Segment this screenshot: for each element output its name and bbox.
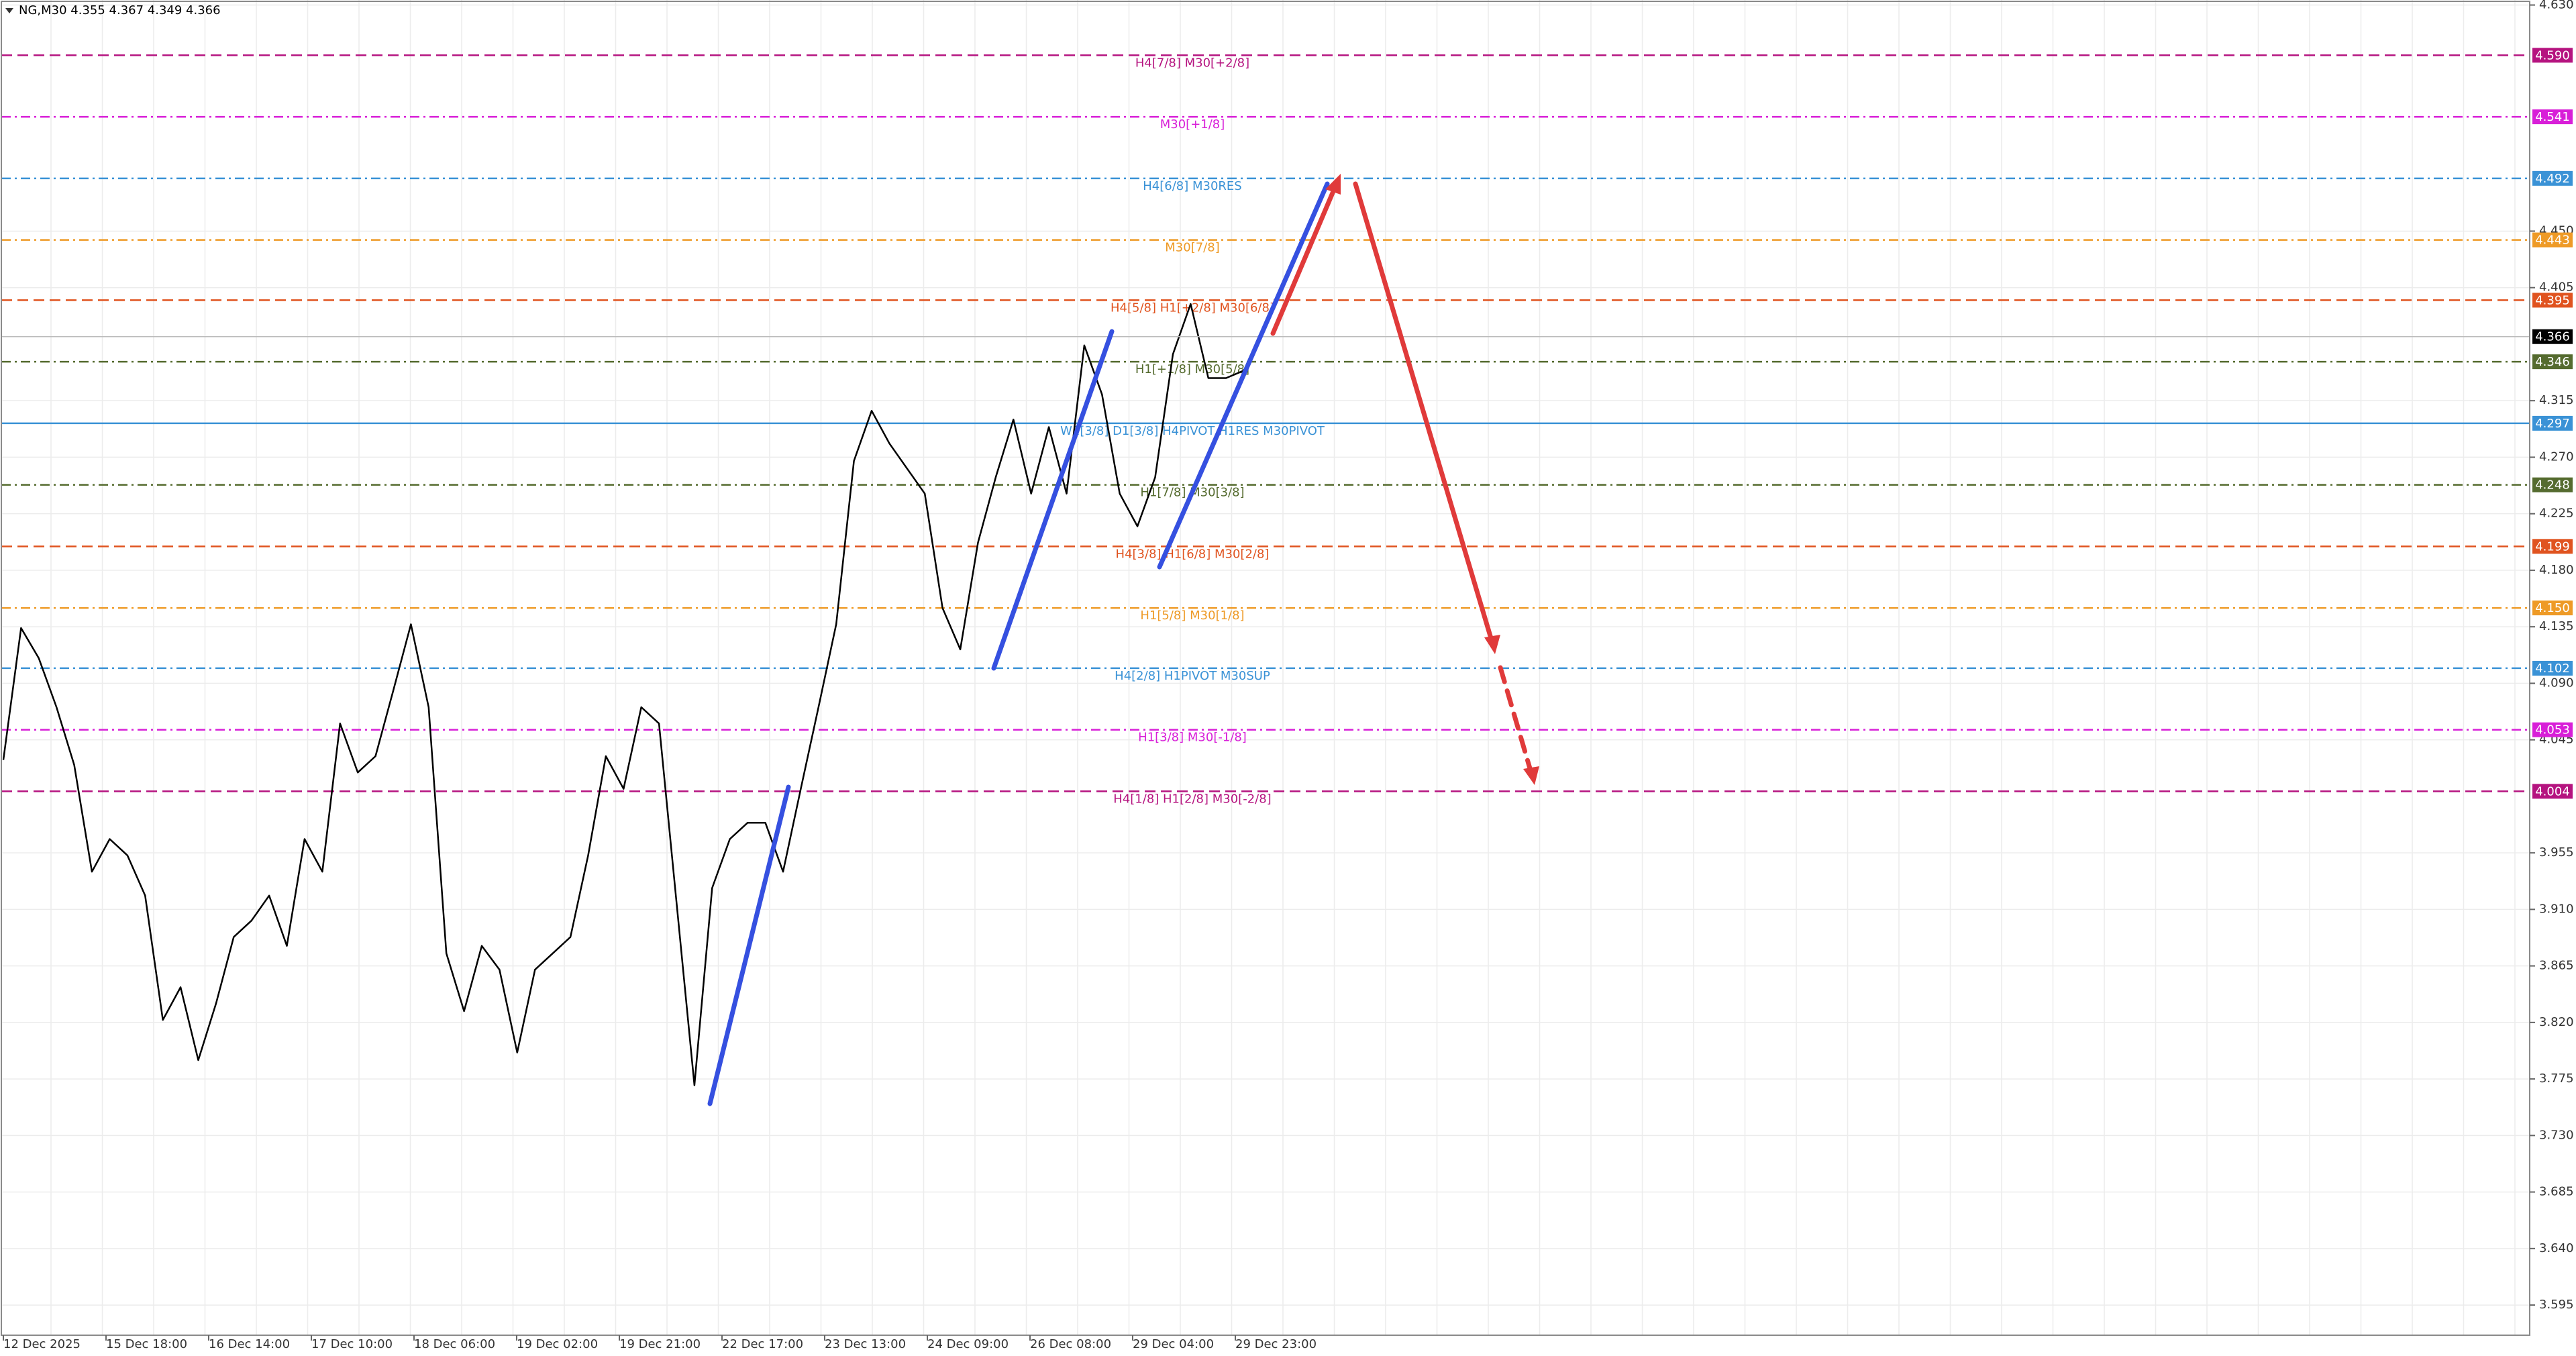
- x-tick-label: 17 Dec 10:00: [311, 1337, 393, 1351]
- y-tick-label: 3.685: [2539, 1185, 2574, 1199]
- price-tag: [2532, 477, 2573, 492]
- price-tag-label: 4.590: [2535, 48, 2570, 62]
- price-tag-label: 4.346: [2535, 355, 2570, 369]
- y-tick-label: 3.820: [2539, 1015, 2574, 1029]
- x-tick-label: 29 Dec 23:00: [1235, 1337, 1317, 1351]
- y-tick-label: 3.910: [2539, 902, 2574, 916]
- y-tick-label: 3.955: [2539, 845, 2574, 859]
- price: [1, 303, 2530, 1086]
- x-tick-label: 18 Dec 06:00: [414, 1337, 495, 1351]
- y-tick-label: 4.405: [2539, 280, 2574, 295]
- level-label: M30[7/8]: [1165, 241, 1219, 255]
- annotations: [707, 174, 1539, 1106]
- price-tag-label: 4.150: [2535, 601, 2570, 615]
- arrow-head: [1484, 635, 1500, 654]
- y-tick-label: 3.865: [2539, 959, 2574, 973]
- plot-frame: [1, 1, 2530, 1336]
- y-tick-label: 4.135: [2539, 619, 2574, 633]
- price-tag-label: 4.248: [2535, 478, 2570, 492]
- y-tick-label: 3.595: [2539, 1298, 2574, 1312]
- price-line: [2, 303, 1263, 1086]
- level-label: H4[2/8] H1PIVOT M30SUP: [1115, 669, 1270, 683]
- x-tick-label: 29 Dec 04:00: [1133, 1337, 1214, 1351]
- trend-line: [1157, 181, 1330, 570]
- level-label: H4[3/8] H1[6/8] M30[2/8]: [1116, 547, 1270, 561]
- arrow: [1498, 665, 1534, 776]
- x-tick-label: 22 Dec 17:00: [722, 1337, 803, 1351]
- x-tick-label: 15 Dec 18:00: [106, 1337, 187, 1351]
- y-tick-label: 3.640: [2539, 1241, 2574, 1255]
- level-label: H1[3/8] M30[-1/8]: [1138, 731, 1247, 745]
- current-price-tag: [2532, 329, 2573, 344]
- arrow: [1353, 181, 1495, 645]
- price-tag-label: 4.004: [2535, 784, 2570, 798]
- price-tag: [2532, 539, 2573, 554]
- y-tick-label: 4.090: [2539, 676, 2574, 690]
- price-tag-label: 4.395: [2535, 293, 2570, 307]
- y-tick-label: 4.270: [2539, 450, 2574, 464]
- price-tag: [2532, 109, 2573, 125]
- price-tag-label: 4.199: [2535, 539, 2570, 554]
- price-tag-label: 4.102: [2535, 662, 2570, 676]
- price-tag: [2532, 601, 2573, 616]
- level-label: H1[+1/8] M30[5/8]: [1135, 362, 1249, 376]
- price-tag: [2532, 293, 2573, 308]
- arrow-head: [1325, 174, 1341, 195]
- x-tick-label: 23 Dec 13:00: [825, 1337, 906, 1351]
- current-price-label: 4.366: [2535, 330, 2570, 344]
- level-label: H4[7/8] M30[+2/8]: [1135, 56, 1249, 70]
- price-tag: [2532, 784, 2573, 799]
- x-tick-label: 12 Dec 2025: [3, 1337, 81, 1351]
- y-tick-label: 3.730: [2539, 1128, 2574, 1142]
- price-tag: [2532, 722, 2573, 737]
- level-label: H4[1/8] H1[2/8] M30[-2/8]: [1113, 792, 1271, 806]
- x-tick-label: 19 Dec 02:00: [517, 1337, 598, 1351]
- trend-line: [991, 329, 1115, 671]
- x-tick-label: 26 Dec 08:00: [1030, 1337, 1111, 1351]
- y-tick-label: 4.630: [2539, 0, 2574, 11]
- arrow-head: [1523, 766, 1539, 785]
- trend-line: [707, 784, 791, 1106]
- y-tick-label: 4.180: [2539, 563, 2574, 577]
- price-tag: [2532, 415, 2573, 431]
- title-icon: [5, 8, 13, 13]
- x-tick-label: 24 Dec 09:00: [927, 1337, 1009, 1351]
- level-label: M30[+1/8]: [1160, 117, 1225, 132]
- level-label: H4[6/8] M30RES: [1143, 179, 1241, 193]
- price-tag-label: 4.053: [2535, 723, 2570, 737]
- price-tag: [2532, 660, 2573, 676]
- level-label: H1[5/8] M30[1/8]: [1140, 609, 1244, 623]
- y-tick-label: 3.775: [2539, 1072, 2574, 1086]
- levels: H4[7/8] M30[+2/8] M30[+1/8] H4[6/8] M30RES…: [1, 54, 2530, 806]
- arrow: [1270, 184, 1338, 336]
- price-tag: [2532, 354, 2573, 370]
- price-tag-label: 4.443: [2535, 233, 2570, 248]
- price-tag: [2532, 48, 2573, 63]
- price-tag: [2532, 232, 2573, 248]
- price-tag-label: 4.492: [2535, 172, 2570, 186]
- y-tick-label: 4.225: [2539, 507, 2574, 521]
- y-tick-label: 4.315: [2539, 393, 2574, 407]
- x-tick-label: 19 Dec 21:00: [619, 1337, 701, 1351]
- chart-title: NG,M30 4.355 4.367 4.349 4.366: [19, 3, 221, 17]
- x-tick-label: 16 Dec 14:00: [209, 1337, 290, 1351]
- price-tag-label: 4.297: [2535, 417, 2570, 431]
- price-tag-label: 4.541: [2535, 110, 2570, 124]
- price-tag: [2532, 170, 2573, 186]
- level-label: W1[3/8] D1[3/8] H4PIVOT H1RES M30PIVOT: [1060, 424, 1325, 438]
